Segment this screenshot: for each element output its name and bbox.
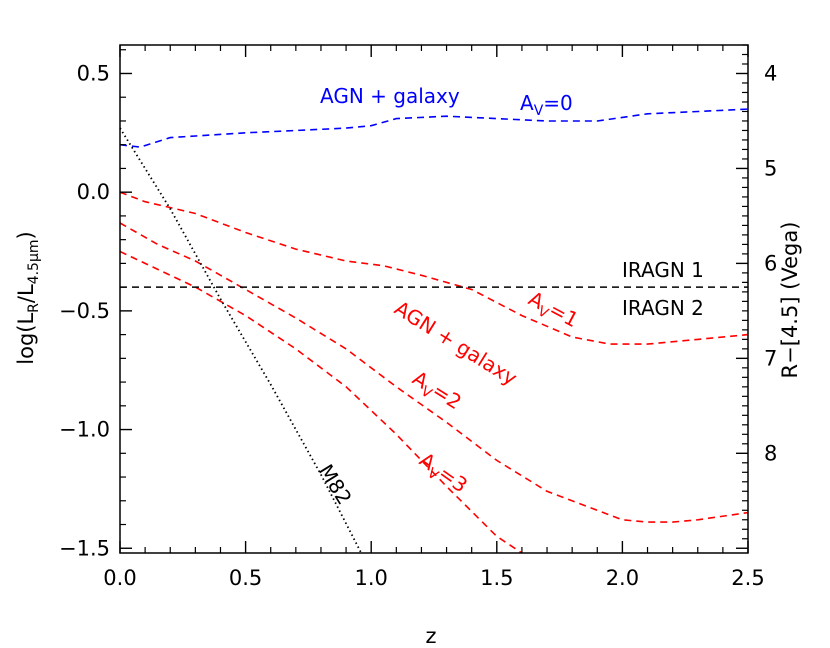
x-tick-label: 0.0 (103, 566, 136, 590)
y-axis-label-right: R−[4.5] (Vega) (778, 222, 802, 379)
x-ticks: 0.0 0.5 1.0 1.5 2.0 2.5 (103, 45, 765, 590)
y-ticks: 0.5 0.0 −0.5 −1.0 −1.5 (59, 49, 132, 560)
y-tick-label: −1.5 (59, 536, 110, 560)
y2-tick-label: 7 (764, 346, 777, 370)
x-tick-label: 0.5 (229, 566, 262, 590)
av0-label: AV=0 (520, 91, 573, 119)
y2-tick-label: 6 (764, 251, 777, 275)
av3-label: AV=3 (413, 447, 472, 500)
x-tick-label: 2.5 (731, 566, 764, 590)
y-tick-label: −0.5 (59, 299, 110, 323)
y2-tick-label: 8 (764, 441, 777, 465)
curves-layer (119, 108, 749, 554)
y2-tick-label: 5 (764, 156, 777, 180)
x-tick-label: 2.0 (606, 566, 639, 590)
plot-frame (119, 44, 749, 554)
agn-galaxy-red-label: AGN + galaxy (390, 296, 521, 390)
series-av3 (119, 250, 523, 554)
y-tick-label: 0.5 (77, 61, 110, 85)
iragn1-label: IRAGN 1 (622, 258, 704, 282)
y-axis-label-left: log(LR/L4.5μm) (14, 231, 42, 364)
m82-label: M82 (314, 460, 357, 509)
series-av0 (119, 108, 749, 148)
y2-ticks: 4 5 6 7 8 (736, 44, 777, 549)
x-tick-label: 1.5 (480, 566, 513, 590)
series-av2 (119, 222, 749, 523)
y-tick-label: 0.0 (77, 180, 110, 204)
x-axis-label: z (425, 624, 436, 648)
agn-galaxy-blue-label: AGN + galaxy (320, 84, 460, 108)
av1-label: AV=1 (523, 286, 583, 335)
y2-tick-label: 4 (764, 61, 777, 85)
series-av1 (119, 191, 749, 345)
x-tick-label: 1.0 (354, 566, 387, 590)
iragn2-label: IRAGN 2 (622, 296, 704, 320)
av2-label: AV=2 (406, 366, 466, 418)
y-tick-label: −1.0 (59, 418, 110, 442)
series-m82 (119, 127, 363, 554)
